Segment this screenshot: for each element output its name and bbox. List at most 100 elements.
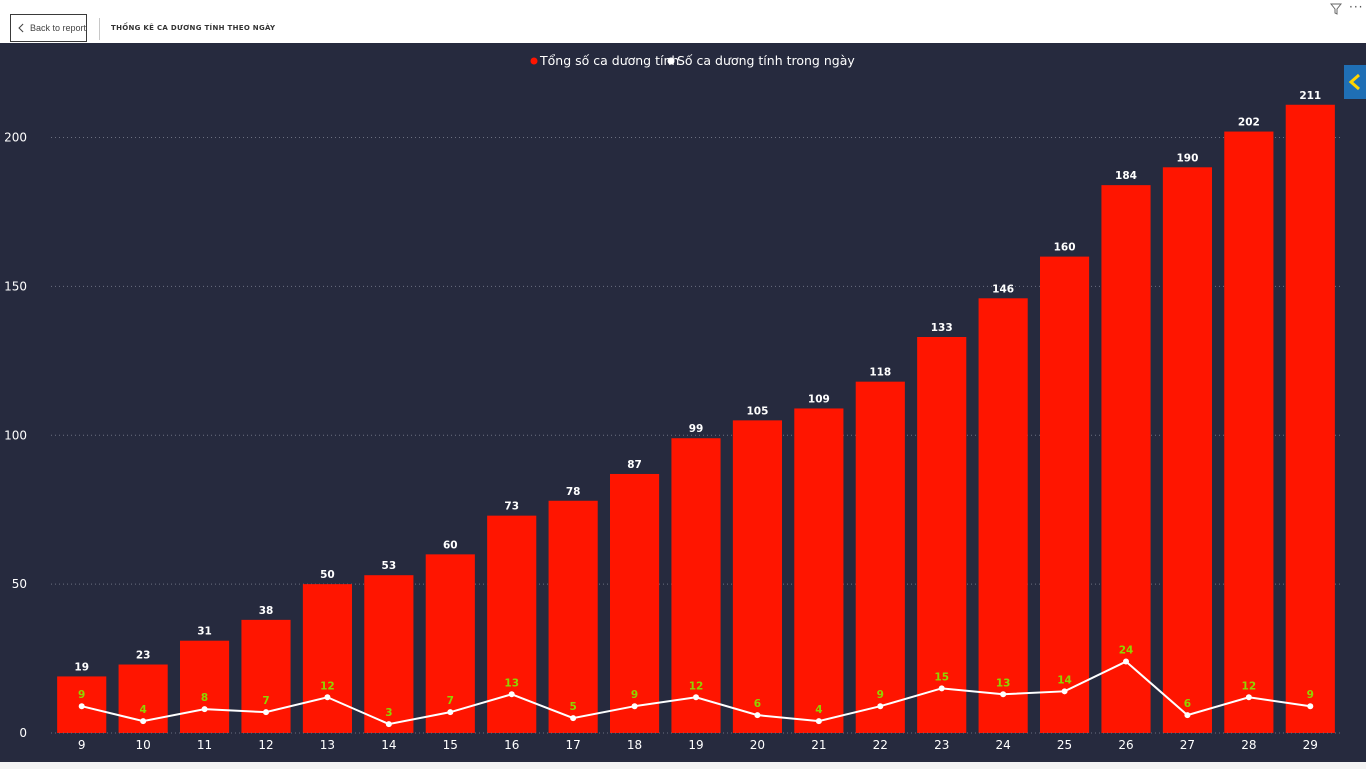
line-point-daily	[140, 718, 147, 725]
x-tick-label: 15	[443, 738, 458, 752]
line-data-label: 12	[689, 680, 704, 692]
x-tick-label: 28	[1241, 738, 1256, 752]
bar-data-label: 50	[320, 569, 335, 581]
y-tick-label: 150	[4, 279, 27, 293]
legend-marker-daily	[667, 57, 675, 65]
bar-total	[364, 575, 414, 733]
line-point-daily	[447, 709, 454, 716]
line-data-label: 6	[1184, 698, 1191, 710]
back-to-report-button[interactable]: Back to report	[10, 14, 87, 42]
bar-total	[855, 381, 905, 733]
x-tick-label: 16	[504, 738, 519, 752]
x-tick-label: 23	[934, 738, 949, 752]
bar-total	[732, 420, 782, 733]
more-options-icon[interactable]: ···	[1349, 0, 1364, 14]
line-data-label: 14	[1057, 674, 1072, 686]
chevron-left-icon	[18, 23, 24, 33]
x-tick-label: 11	[197, 738, 212, 752]
x-tick-label: 20	[750, 738, 765, 752]
bar-data-label: 31	[197, 626, 212, 638]
y-tick-label: 0	[19, 726, 27, 740]
bar-total	[794, 408, 844, 733]
x-tick-label: 24	[996, 738, 1011, 752]
line-data-label: 7	[447, 695, 454, 707]
line-point-daily	[693, 694, 699, 701]
x-tick-label: 21	[811, 738, 826, 752]
line-point-daily	[78, 703, 85, 710]
legend-marker-total	[530, 57, 538, 65]
line-point-daily	[815, 718, 822, 725]
legend-label-total: Tổng số ca dương tính	[539, 53, 679, 68]
line-data-label: 4	[815, 704, 822, 716]
bar-data-label: 105	[746, 405, 768, 417]
bar-data-label: 87	[627, 459, 642, 471]
line-point-daily	[1123, 658, 1129, 665]
x-tick-label: 22	[873, 738, 888, 752]
bar-total	[1162, 167, 1212, 733]
line-data-label: 13	[996, 677, 1011, 689]
line-point-daily	[508, 691, 515, 698]
bar-total	[548, 500, 598, 733]
line-point-daily	[385, 721, 392, 728]
y-tick-label: 200	[4, 131, 27, 145]
bar-data-label: 78	[566, 486, 581, 498]
bar-data-label: 160	[1054, 242, 1076, 254]
line-data-label: 13	[504, 677, 519, 689]
pane-toggle-button[interactable]	[1344, 65, 1366, 99]
bar-total	[302, 584, 352, 733]
bar-data-label: 109	[808, 393, 830, 405]
line-data-label: 9	[1307, 689, 1314, 701]
bar-data-label: 60	[443, 539, 458, 551]
bar-data-label: 118	[869, 367, 891, 379]
bar-data-label: 146	[992, 283, 1014, 295]
bar-total	[1101, 185, 1151, 733]
line-data-label: 9	[78, 689, 85, 701]
x-tick-label: 27	[1180, 738, 1195, 752]
x-tick-label: 18	[627, 738, 642, 752]
line-data-label: 8	[201, 692, 208, 704]
bar-total	[1285, 104, 1335, 733]
line-point-daily	[754, 712, 761, 719]
bottom-strip	[0, 762, 1366, 769]
bar-data-label: 211	[1299, 90, 1321, 102]
bar-data-label: 190	[1176, 152, 1198, 164]
line-data-label: 3	[385, 707, 392, 719]
line-point-daily	[263, 709, 269, 716]
line-data-label: 6	[754, 698, 761, 710]
y-tick-label: 100	[4, 428, 27, 442]
line-point-daily	[324, 694, 331, 701]
back-button-label: Back to report	[29, 23, 86, 33]
bar-total	[180, 640, 230, 733]
line-point-daily	[1307, 703, 1314, 710]
line-data-label: 24	[1119, 645, 1134, 657]
header-divider	[99, 18, 100, 40]
bar-data-label: 99	[689, 423, 704, 435]
chart-panel: Tổng số ca dương tính Số ca dương tính tr…	[0, 43, 1366, 762]
report-header: Back to report THỐNG KÊ CA DƯƠNG TÍNH TH…	[0, 0, 1366, 43]
bar-data-label: 184	[1115, 170, 1137, 182]
bar-data-label: 133	[931, 322, 953, 334]
bar-data-label: 73	[504, 501, 519, 513]
line-data-label: 5	[569, 701, 576, 713]
bar-total	[671, 438, 721, 733]
line-data-label: 9	[877, 689, 884, 701]
x-tick-label: 14	[381, 738, 396, 752]
filter-icon[interactable]	[1330, 3, 1342, 15]
x-tick-label: 17	[566, 738, 581, 752]
legend-label-daily: Số ca dương tính trong ngày	[677, 53, 855, 68]
bar-data-label: 53	[382, 560, 397, 572]
bar-total	[241, 619, 291, 733]
line-data-label: 7	[262, 695, 269, 707]
line-point-daily	[1061, 688, 1068, 695]
x-tick-label: 9	[78, 738, 86, 752]
y-tick-label: 50	[12, 577, 27, 591]
bar-data-label: 202	[1238, 117, 1260, 129]
bar-total	[610, 473, 660, 733]
line-point-daily	[938, 685, 945, 692]
line-data-label: 9	[631, 689, 638, 701]
x-tick-label: 12	[258, 738, 273, 752]
line-point-daily	[201, 706, 208, 713]
x-tick-label: 26	[1118, 738, 1133, 752]
x-tick-label: 29	[1303, 738, 1318, 752]
